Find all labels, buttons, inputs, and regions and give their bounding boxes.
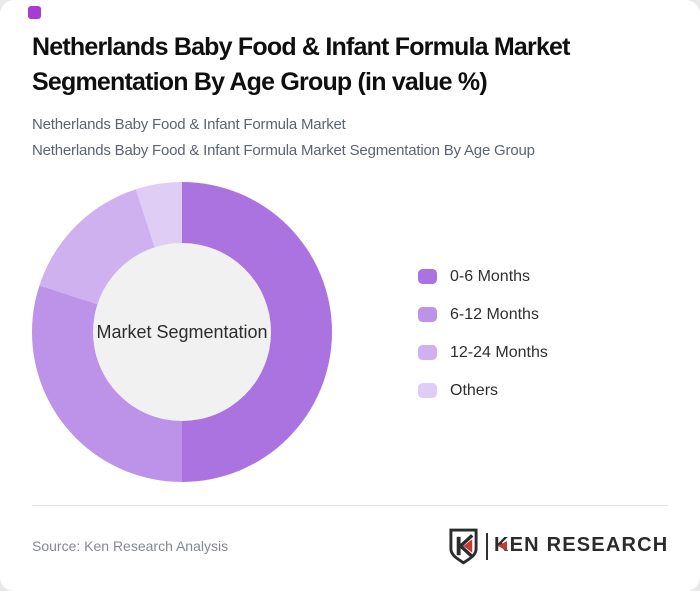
chart-legend: 0-6 Months 6-12 Months 12-24 Months Othe… (418, 267, 548, 399)
accent-square (28, 6, 41, 19)
legend-item: 6-12 Months (418, 305, 548, 323)
source-text: Source: Ken Research Analysis (32, 538, 229, 554)
legend-label: 0-6 Months (450, 267, 531, 285)
legend-item: 0-6 Months (418, 267, 548, 285)
legend-swatch-icon (418, 383, 437, 398)
subtitle-line-2: Netherlands Baby Food & Infant Formula M… (32, 142, 535, 159)
legend-swatch-icon (418, 307, 437, 322)
legend-swatch-icon (418, 345, 437, 360)
page-title: Netherlands Baby Food & Infant Formula M… (32, 33, 570, 96)
subtitle-line-1: Netherlands Baby Food & Infant Formula M… (32, 116, 346, 133)
brand-text: KEN RESEARCH (494, 534, 669, 556)
ken-research-logo: KEN RESEARCH (448, 528, 668, 566)
shield-k-icon (449, 528, 478, 565)
legend-item: Others (418, 381, 548, 399)
brand-k-triangle-icon (498, 541, 507, 551)
legend-label: 12-24 Months (450, 343, 548, 361)
footer-divider (32, 505, 668, 506)
donut-chart: Market Segmentation (32, 182, 332, 482)
legend-swatch-icon (418, 269, 437, 284)
logo-separator (486, 533, 488, 560)
donut-center-label: Market Segmentation (96, 321, 268, 342)
chart-subtitle: Netherlands Baby Food & Infant Formula M… (32, 112, 672, 164)
legend-label: 6-12 Months (450, 305, 539, 323)
donut-center: Market Segmentation (93, 243, 271, 421)
legend-item: 12-24 Months (418, 343, 548, 361)
legend-label: Others (450, 381, 499, 399)
